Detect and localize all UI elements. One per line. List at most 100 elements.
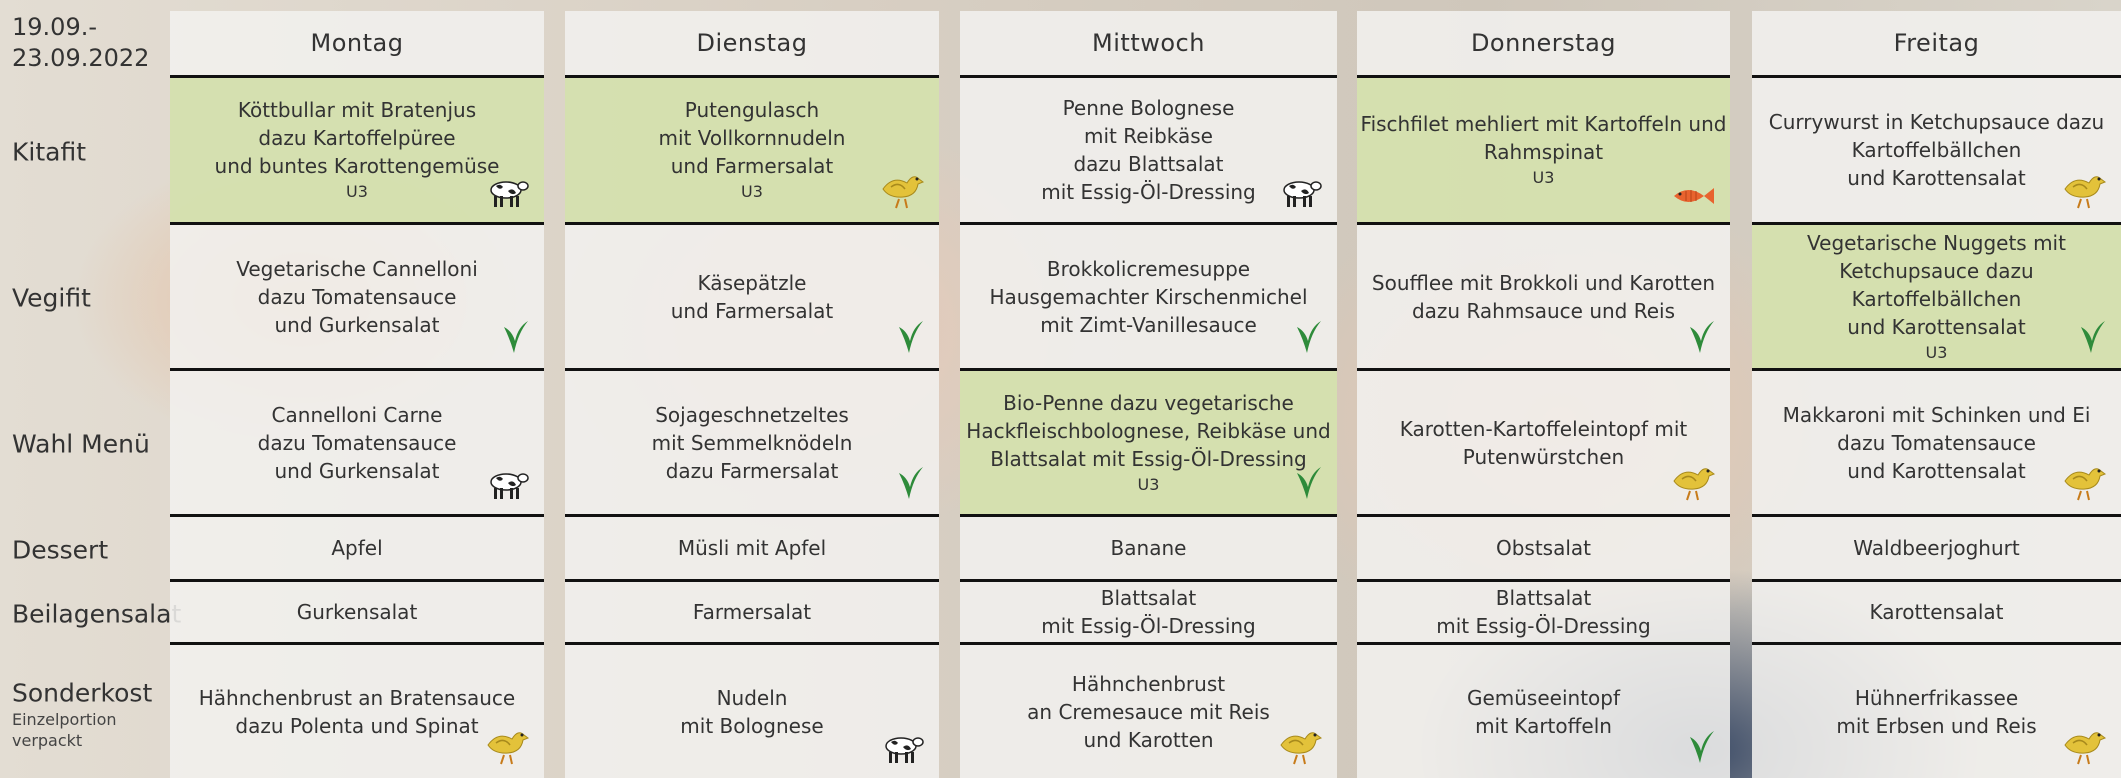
dish-line: dazu Tomatensauce [1837,430,2036,455]
dish-line: dazu Tomatensauce [257,430,457,455]
dish-line: Blattsalat [1495,586,1592,610]
dish-line: Banane [1110,536,1187,560]
food-icon [881,731,925,772]
food-icon [2077,319,2107,362]
menu-cell: Putengulasch mit Vollkornnudeln und Farmer… [565,78,939,225]
menu-cell: Karotten-Kartoffeleintopf mit Putenwürstc… [1357,371,1730,517]
food-icon [482,723,530,772]
age-note: U3 [346,182,368,201]
menu-cell: Banane [960,517,1337,582]
menu-cell: Blattsalat mit Essig-Öl-Dressing [1357,582,1730,645]
food-icon [1686,729,1716,772]
dish-line: Ketchupsauce dazu Kartoffelbällchen [1839,258,2034,311]
dish-line: mit Semmelknödeln [651,430,853,455]
dish-line: Kartoffelbällchen [1851,138,2022,162]
dish-line: Hühnerfrikassee [1854,685,2019,710]
dish-line: und Karotten [1083,727,1214,752]
row-label: Wahl Menü [12,429,150,459]
menu-cell: Farmersalat [565,582,939,645]
dish-line: Hähnchenbrust an Bratensauce [198,685,516,710]
dish-line: mit Reibkäse [1083,124,1213,148]
date-line: 19.09.- [12,13,97,41]
menu-cell: Hähnchenbrust an Bratensauce dazu Polenta… [170,645,544,778]
dish-line: Putengulasch [684,98,820,122]
menu-cell: Gurkensalat [170,582,544,645]
dish-line: und Farmersalat [670,154,834,178]
food-icon [2059,167,2107,216]
menu-cell: Obstsalat [1357,517,1730,582]
sublabel-line: verpackt [12,731,83,750]
dish-line: Hähnchenbrust [1071,671,1226,696]
food-icon [1668,459,1716,508]
dish-line: an Cremesauce mit Reis [1027,699,1270,724]
day-header: Montag [170,11,544,78]
dish-line: Fischfilet mehliert mit Kartoffeln und [1360,112,1727,136]
dish-line: Penne Bolognese [1062,96,1235,120]
menu-cell: Blattsalat mit Essig-Öl-Dressing [960,582,1337,645]
dish-line: Karotten-Kartoffeleintopf mit [1399,416,1688,441]
menu-cell: Brokkolicremesuppe Hausgemachter Kirschen… [960,225,1337,371]
menu-cell: Apfel [170,517,544,582]
menu-cell: Penne Bolognese mit Reibkäse dazu Blattsal… [960,78,1337,225]
dish-line: und Farmersalat [670,298,834,323]
dish-line: Nudeln [716,685,788,710]
menu-cell: Hühnerfrikassee mit Erbsen und Reis [1752,645,2121,778]
food-icon [895,319,925,362]
food-icon [1686,319,1716,362]
row-label: Dessert [12,535,109,564]
dish-line: Hackfleischbolognese, Reibkäse und [966,418,1331,443]
dish-line: Obstsalat [1495,536,1592,560]
dish-line: Gemüseeintopf [1466,685,1621,710]
row-label: Vegifit [12,283,91,313]
food-icon [1293,465,1323,508]
age-note: U3 [741,182,763,201]
food-icon [486,175,530,216]
menu-cell: Makkaroni mit Schinken und Ei dazu Tomate… [1752,371,2121,517]
food-icon [877,167,925,216]
dish-line: Köttbullar mit Bratenjus [237,98,477,122]
dish-line: Karottensalat [1869,600,2004,624]
dish-line: Hausgemachter Kirschenmichel [989,284,1308,309]
menu-cell: Vegetarische Cannelloni dazu Tomatensauce… [170,225,544,371]
dish-line: Müsli mit Apfel [677,536,827,560]
row-label: Sonderkost [12,678,153,708]
dish-line: Vegetarische Nuggets mit [1807,230,2066,255]
dish-line: dazu Blattsalat [1073,152,1224,176]
menu-cell: Gemüseeintopf mit Kartoffeln [1357,645,1730,778]
age-note: U3 [1137,474,1160,494]
food-icon [1293,319,1323,362]
food-icon [1279,175,1323,216]
dish-line: mit Kartoffeln [1475,713,1612,738]
dish-line: und Gurkensalat [274,312,440,337]
dish-line: dazu Polenta und Spinat [235,713,479,738]
dish-line: Blattsalat mit Essig-Öl-Dressing [990,446,1307,471]
dish-line: Makkaroni mit Schinken und Ei [1782,402,2091,427]
food-icon [895,465,925,508]
row-sublabel: Einzelportion verpackt [12,709,117,751]
menu-cell: Waldbeerjoghurt [1752,517,2121,582]
dish-line: Vegetarische Cannelloni [236,256,478,281]
food-icon [486,467,530,508]
dish-line: dazu Kartoffelpüree [258,126,456,150]
food-icon [1670,183,1716,216]
menu-cell: Cannelloni Carne dazu Tomatensauce und Gur… [170,371,544,517]
menu-cell: Hähnchenbrust an Cremesauce mit Reis und K… [960,645,1337,778]
date-range: 19.09.- 23.09.2022 [12,12,149,74]
dish-line: mit Essig-Öl-Dressing [1041,614,1256,638]
dish-line: mit Essig-Öl-Dressing [1436,614,1651,638]
food-icon [1275,723,1323,772]
menu-cell: Sojageschnetzeltes mit Semmelknödeln dazu … [565,371,939,517]
menu-cell: Fischfilet mehliert mit Kartoffeln und Ra… [1357,78,1730,225]
dish-line: Brokkolicremesuppe [1046,256,1251,281]
dish-line: Putenwürstchen [1462,444,1625,469]
food-icon [2059,459,2107,508]
dish-line: und buntes Karottengemüse [214,154,500,178]
dish-line: und Karottensalat [1847,458,2026,483]
dish-line: mit Zimt-Vanillesauce [1040,312,1257,337]
menu-cell: Bio-Penne dazu vegetarische Hackfleischbo… [960,371,1337,517]
dish-line: mit Essig-Öl-Dressing [1041,180,1256,204]
dish-line: Soufflee mit Brokkoli und Karotten [1371,270,1716,295]
dish-line: Currywurst in Ketchupsauce dazu [1768,110,2105,134]
dish-line: dazu Rahmsauce und Reis [1411,298,1676,323]
